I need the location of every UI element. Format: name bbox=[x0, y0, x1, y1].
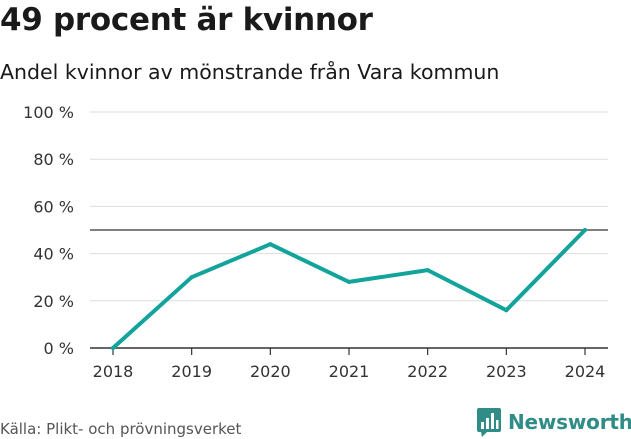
y-tick-label: 60 % bbox=[33, 197, 74, 216]
source-note: Källa: Plikt- och prövningsverket bbox=[0, 420, 242, 438]
bar-chart-logo-icon bbox=[477, 408, 501, 437]
x-tick-label: 2020 bbox=[250, 362, 291, 381]
data-point bbox=[268, 242, 273, 247]
x-tick-label: 2019 bbox=[171, 362, 212, 381]
y-tick-label: 0 % bbox=[44, 339, 74, 358]
chart-subtitle: Andel kvinnor av mönstrande från Vara ko… bbox=[0, 60, 500, 84]
y-tick-label: 80 % bbox=[33, 150, 74, 169]
data-point bbox=[425, 268, 430, 273]
brand-name: Newsworthy bbox=[508, 410, 631, 434]
data-point bbox=[347, 279, 351, 284]
x-tick-label: 2023 bbox=[486, 362, 527, 381]
data-point bbox=[583, 228, 587, 232]
x-tick-label: 2018 bbox=[93, 362, 134, 381]
x-tick-label: 2022 bbox=[407, 362, 448, 381]
y-tick-label: 100 % bbox=[23, 103, 74, 122]
x-tick-label: 2021 bbox=[329, 362, 370, 381]
y-tick-label: 40 % bbox=[33, 245, 74, 264]
chart-title: 49 procent är kvinnor bbox=[0, 2, 373, 38]
line-chart: 0 % 20 % 40 % 60 % 80 % 100 % 2018 2019 2020 2021… bbox=[23, 103, 608, 381]
data-point bbox=[189, 275, 194, 280]
series-line bbox=[111, 228, 587, 350]
brand-logo: Newsworthy bbox=[476, 406, 631, 438]
y-tick-label: 20 % bbox=[33, 292, 74, 311]
data-point bbox=[111, 346, 115, 350]
data-point bbox=[504, 308, 509, 313]
x-tick-label: 2024 bbox=[565, 362, 606, 381]
